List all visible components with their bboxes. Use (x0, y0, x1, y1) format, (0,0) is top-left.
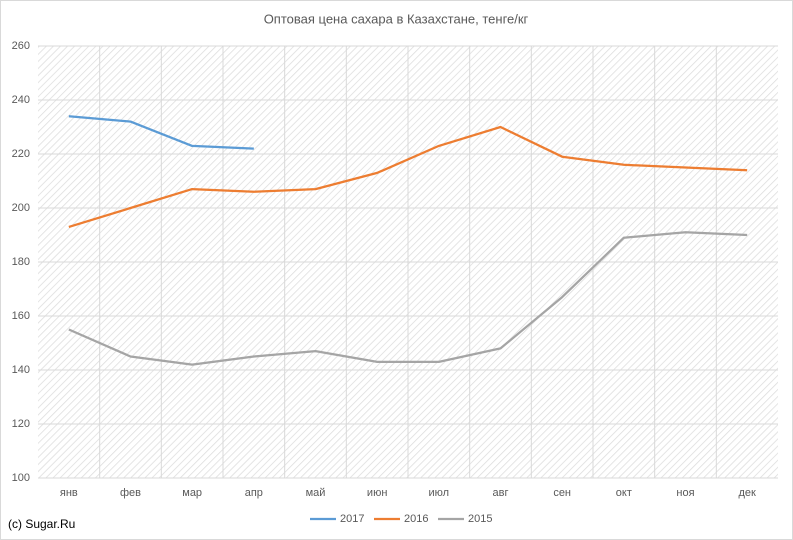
x-tick-label: июн (367, 487, 387, 499)
x-tick-label: апр (245, 487, 263, 499)
x-tick-label: ноя (676, 487, 694, 499)
y-tick-label: 180 (12, 256, 30, 268)
y-tick-label: 240 (12, 94, 30, 106)
y-tick-label: 260 (12, 40, 30, 52)
x-tick-label: янв (60, 487, 78, 499)
series-line (68, 115, 254, 150)
x-tick-label: авг (493, 487, 509, 499)
x-tick-label: мар (182, 487, 202, 499)
y-tick-label: 160 (12, 310, 30, 322)
y-tick-label: 200 (12, 202, 30, 214)
legend-label: 2015 (468, 513, 492, 525)
x-tick-label: дек (738, 487, 756, 499)
y-tick-label: 140 (12, 364, 30, 376)
legend-label: 2016 (404, 513, 428, 525)
x-tick-label: фев (120, 487, 141, 499)
x-tick-label: июл (429, 487, 450, 499)
y-tick-label: 100 (12, 472, 30, 484)
credit: (c) Sugar.Ru (8, 517, 75, 531)
legend-label: 2017 (340, 513, 364, 525)
y-tick-label: 120 (12, 418, 30, 430)
x-tick-label: сен (553, 487, 571, 499)
x-tick-label: окт (616, 487, 632, 499)
chart-title: Оптовая цена сахара в Казахстане, тенге/… (264, 11, 529, 26)
series-line (68, 125, 748, 228)
x-tick-label: май (306, 487, 326, 499)
series-line (68, 231, 748, 366)
y-tick-label: 220 (12, 148, 30, 160)
